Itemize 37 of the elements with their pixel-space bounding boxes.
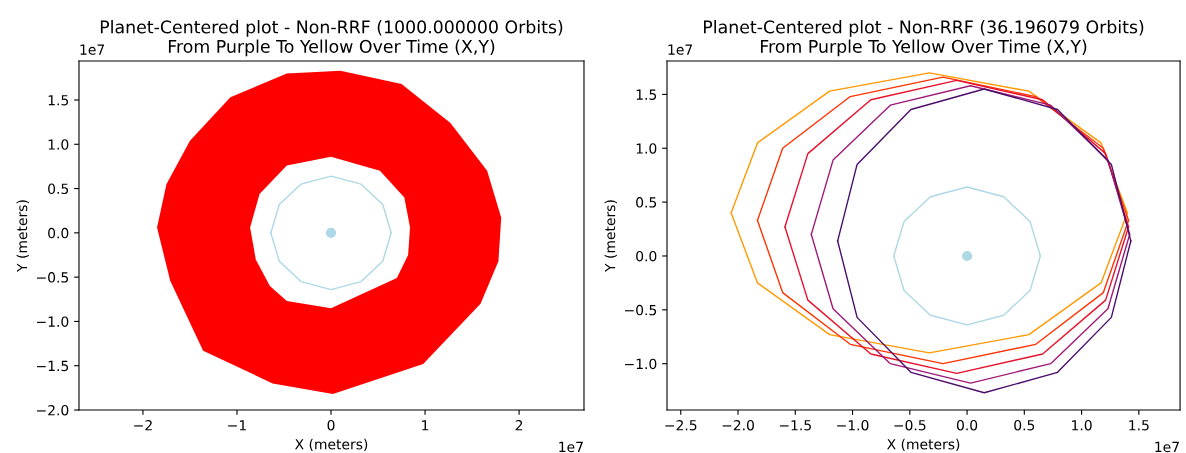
x-tick-label: 2 [515, 419, 523, 431]
x-tick-label: −2.5 [665, 419, 697, 431]
y-tick-label: −1.5 [37, 360, 69, 372]
x-tick-label: −0.5 [894, 419, 926, 431]
y-tick-label: −1.0 [37, 316, 69, 327]
y-tick-label: 0.0 [636, 250, 657, 262]
y-tick-label: 0.5 [636, 197, 657, 208]
x-tick-label: 1 [422, 420, 429, 431]
x-tick-label: 0 [327, 419, 335, 431]
y-axis-title: Y (meters) [16, 200, 29, 272]
x-tick-label: 1.0 [1072, 419, 1092, 431]
x-tick-label: 0.0 [956, 419, 978, 431]
text: 1e7 [80, 44, 105, 55]
y-tick-label: −0.5 [625, 304, 657, 316]
text: 1e7 [668, 44, 693, 55]
y-tick-label: 0.0 [48, 227, 69, 239]
y-tick-label: 1.0 [636, 143, 657, 154]
y-tick-label: 0.5 [48, 183, 69, 195]
text: 1e7 [1155, 441, 1179, 453]
x-tick-label: −1.5 [779, 420, 811, 431]
x-tick-label: −1 [228, 420, 246, 431]
x-tick-label: −2 [134, 419, 152, 431]
y-tick-label: 1.0 [48, 139, 69, 150]
y-tick-label: 1.5 [636, 89, 657, 100]
x-tick-label: 1.5 [1129, 420, 1149, 431]
y-tick-label: −2.0 [37, 404, 69, 416]
x-axis-title: X (meters) [295, 438, 368, 452]
x-tick-label: −2.0 [722, 419, 754, 431]
y-tick-label: 1.5 [48, 95, 69, 106]
y-axis-title: Y (meters) [604, 200, 617, 272]
x-tick-label: −1.0 [837, 419, 869, 431]
y-tick-label: −1.0 [625, 358, 657, 370]
chart-title: Planet-Centered plot - Non-RRF (36.196079 Orbits) From Purple To Yellow Over Time (X,Y) [704, 20, 1144, 57]
x-axis-title: X (meters) [887, 438, 960, 452]
x-tick-label: 0.5 [1014, 419, 1035, 431]
text: 1e7 [559, 441, 583, 453]
y-tick-label: −0.5 [37, 272, 69, 283]
